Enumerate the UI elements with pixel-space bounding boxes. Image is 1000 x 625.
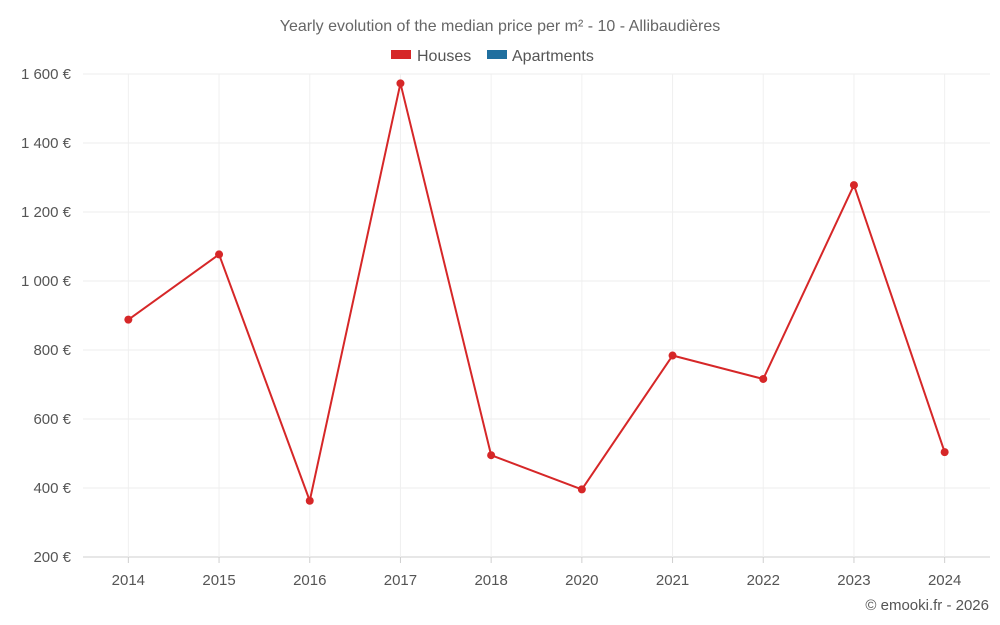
houses-data-point[interactable] (215, 250, 224, 259)
y-tick-label: 600 € (33, 411, 71, 428)
houses-series-line (127, 82, 946, 502)
x-tick-label: 2015 (202, 572, 235, 589)
x-tick-label: 2020 (565, 572, 598, 589)
y-tick-label: 1 000 € (21, 273, 72, 290)
legend-label-apartments[interactable]: Apartments (512, 48, 594, 65)
houses-data-point[interactable] (668, 351, 677, 360)
houses-data-point[interactable] (849, 181, 858, 190)
houses-data-point[interactable] (759, 374, 768, 383)
x-tick-label: 2014 (112, 572, 145, 589)
y-tick-label: 1 600 € (21, 66, 72, 83)
x-tick-label: 2018 (474, 572, 507, 589)
grid-lines (83, 73, 990, 563)
houses-data-point[interactable] (487, 451, 496, 460)
x-tick-label: 2024 (928, 572, 961, 589)
houses-data-point[interactable] (396, 79, 405, 88)
x-axis-labels: 2014 2015 2016 2017 2018 2020 2021 2022 2023 2024 (112, 572, 962, 589)
houses-data-point[interactable] (124, 315, 133, 324)
y-tick-label: 400 € (33, 480, 71, 497)
x-tick-label: 2022 (747, 572, 780, 589)
houses-data-point[interactable] (577, 485, 586, 494)
x-tick-label: 2021 (656, 572, 689, 589)
houses-data-point[interactable] (305, 496, 314, 505)
series-houses (124, 79, 949, 505)
legend-label-houses[interactable]: Houses (417, 48, 471, 65)
y-axis-labels: 1 600 € 1 400 € 1 200 € 1 000 € 800 € 600 € 40… (21, 66, 72, 566)
y-tick-label: 800 € (33, 342, 71, 359)
chart-credit: © emooki.fr - 2026 (865, 597, 989, 614)
y-tick-label: 1 200 € (21, 204, 72, 221)
y-tick-label: 200 € (33, 549, 71, 566)
x-tick-label: 2017 (384, 572, 417, 589)
legend-swatch-houses[interactable] (391, 50, 411, 59)
legend-swatch-apartments[interactable] (487, 50, 507, 59)
chart-legend: Houses Apartments (391, 48, 594, 65)
y-tick-label: 1 400 € (21, 135, 72, 152)
x-tick-label: 2016 (293, 572, 326, 589)
chart-title: Yearly evolution of the median price per… (280, 18, 721, 35)
x-tick-label: 2023 (837, 572, 870, 589)
houses-data-point[interactable] (940, 448, 949, 457)
